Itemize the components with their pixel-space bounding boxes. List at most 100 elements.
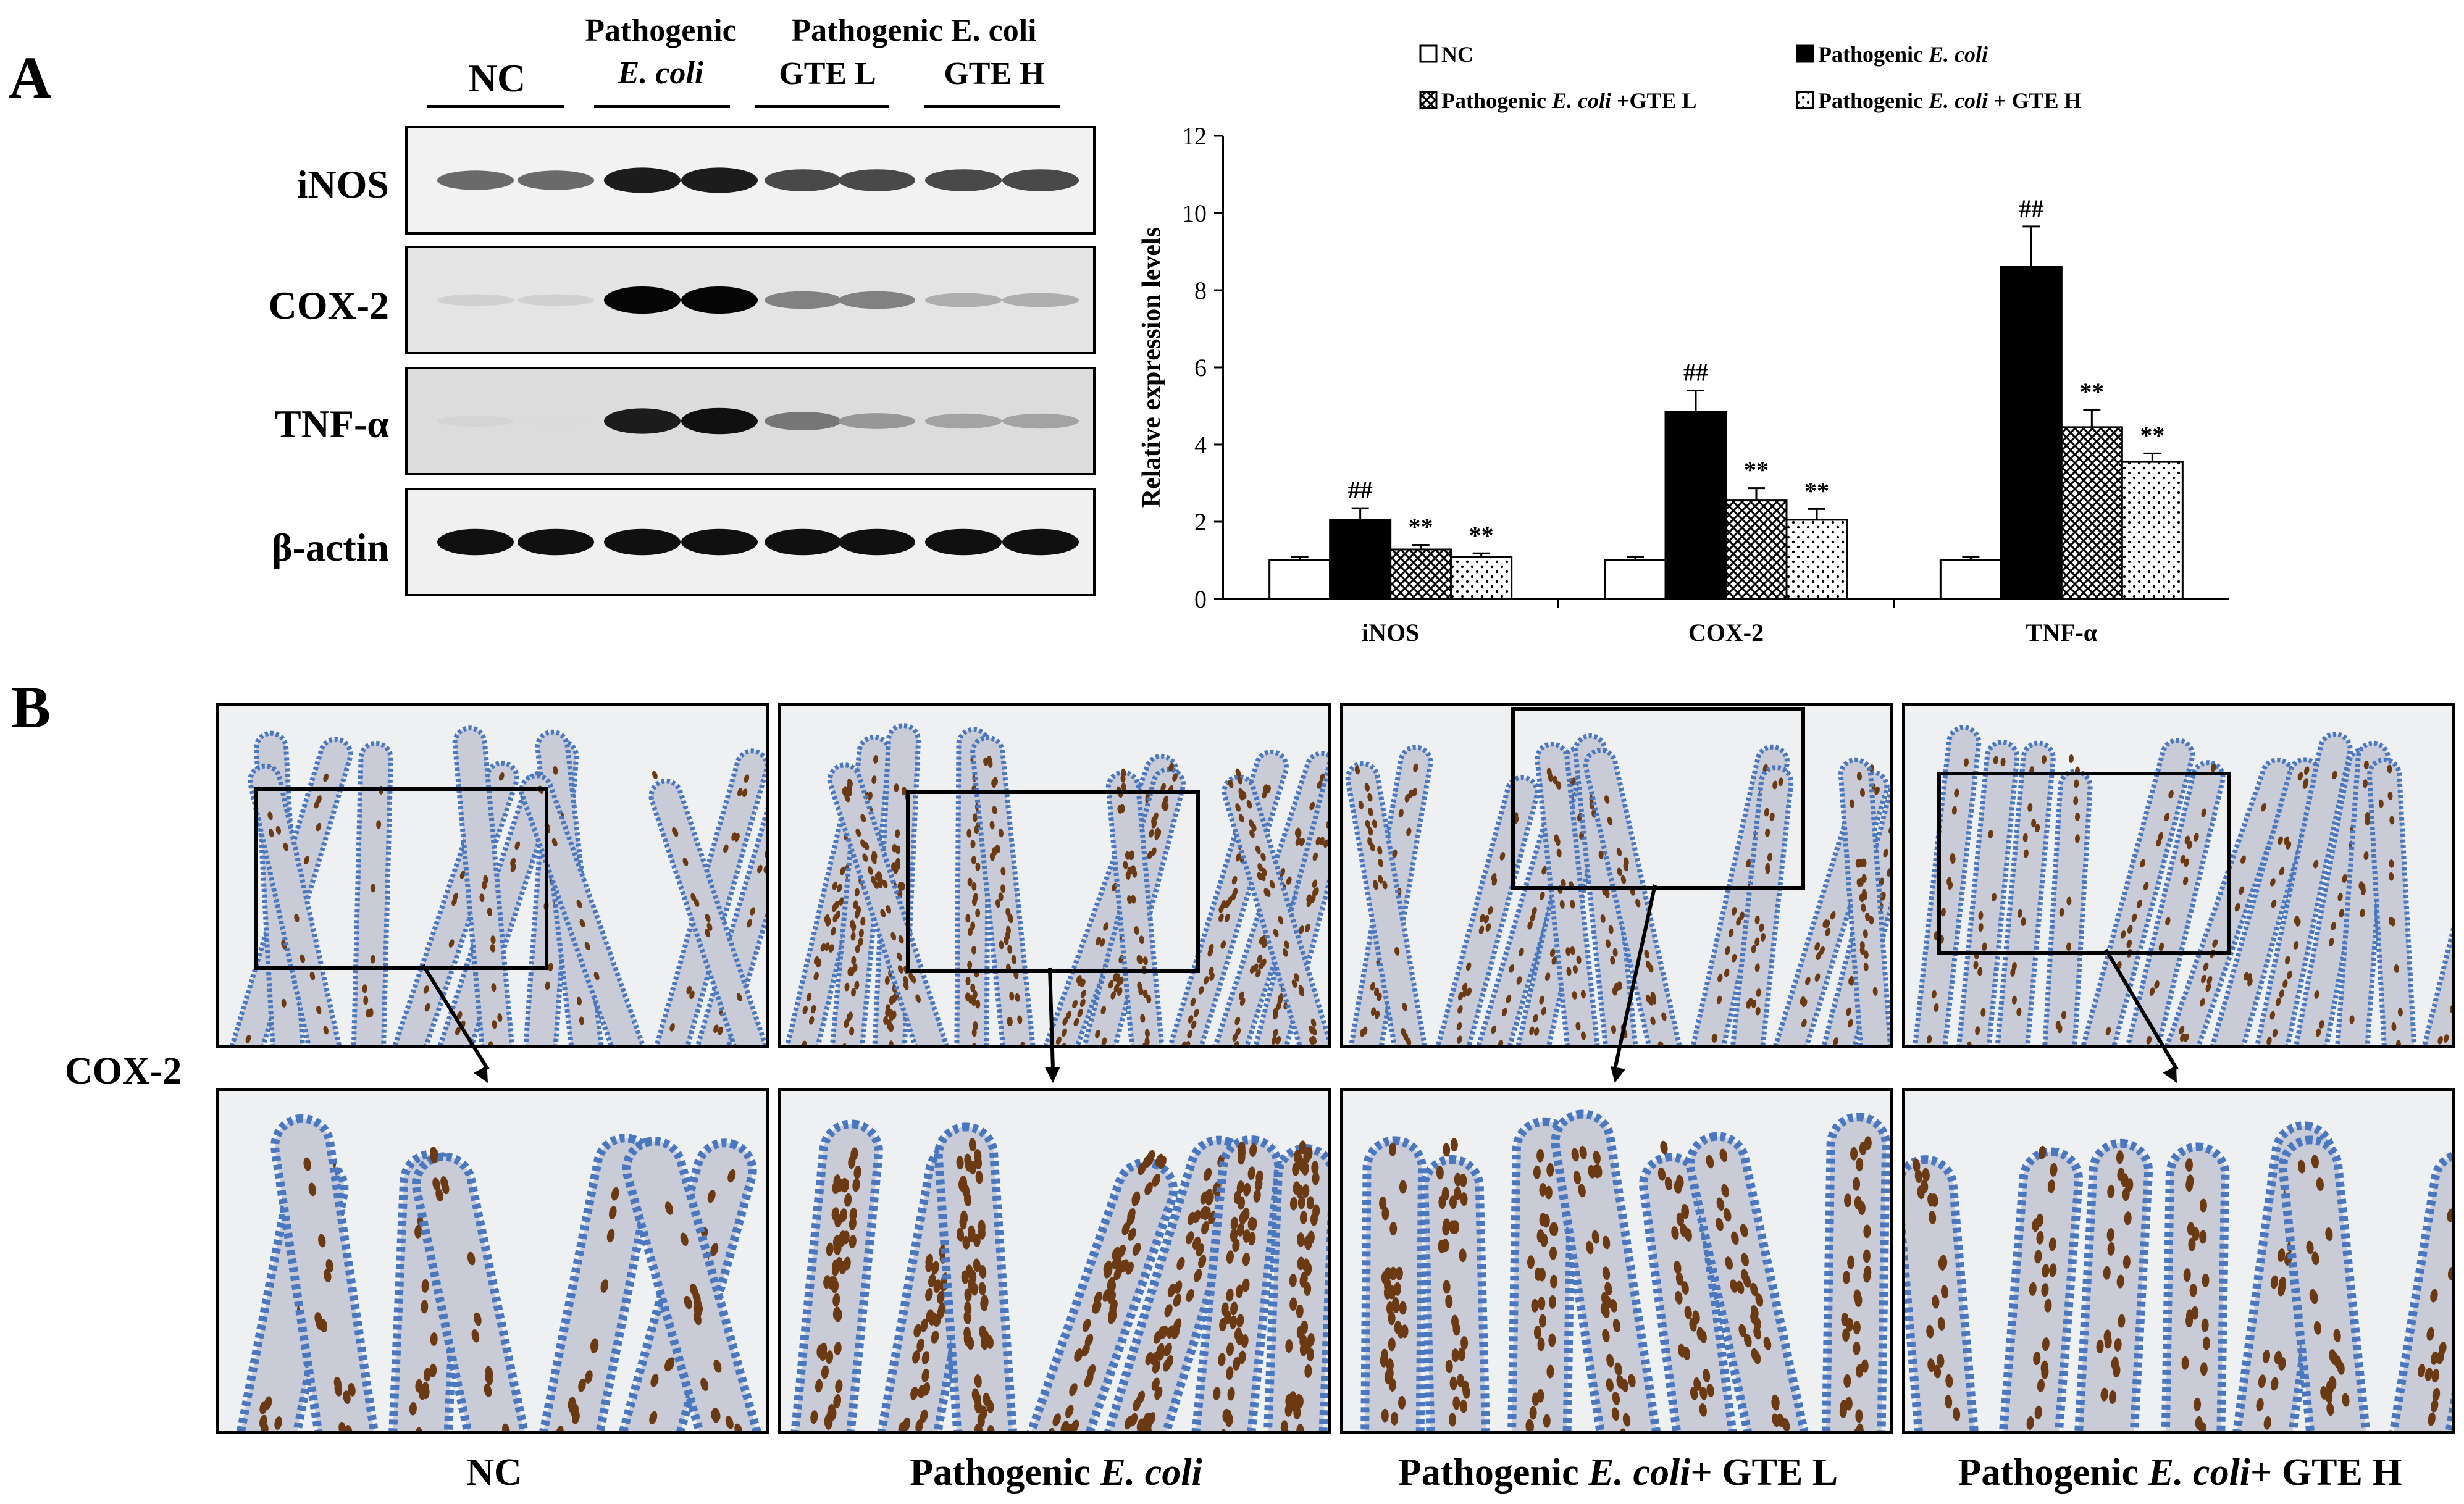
caption-gte-l-pre: Pathogenic bbox=[1398, 1452, 1589, 1494]
blot-tnfa-image bbox=[437, 407, 1079, 435]
blot-band-1-0 bbox=[437, 294, 514, 306]
significance-mark: ** bbox=[1469, 521, 1494, 549]
panel-a-letter: A bbox=[9, 44, 52, 111]
micrograph-overview-3 bbox=[1902, 703, 2455, 1048]
blot-band-2-6 bbox=[925, 413, 1002, 429]
zoom-box-0 bbox=[254, 787, 548, 970]
legend-label-3: Pathogenic E. coli + GTE H bbox=[1818, 88, 2082, 113]
panel-b-letter: B bbox=[11, 674, 51, 740]
caption-gte-l-italic: E. coli bbox=[1588, 1452, 1691, 1494]
blot-band-0-6 bbox=[925, 169, 1002, 191]
bar-TNF-α-0 bbox=[1939, 559, 2002, 600]
caption-ecoli: Pathogenic E. coli bbox=[778, 1451, 1334, 1495]
bar-COX-2-0 bbox=[1604, 559, 1667, 600]
bar-iNOS-1 bbox=[1329, 519, 1392, 600]
lane-header-gte-group-line1: Pathogenic E. coli bbox=[791, 13, 1037, 48]
lane-underline-ecoli bbox=[594, 105, 730, 108]
blot-band-0-5 bbox=[839, 169, 915, 191]
blot-band-3-5 bbox=[839, 528, 915, 556]
blot-band-0-3 bbox=[681, 167, 758, 193]
caption-gte-h-pre: Pathogenic bbox=[1958, 1452, 2148, 1494]
blot-inos bbox=[405, 126, 1096, 235]
bar-COX-2-2 bbox=[1725, 499, 1788, 600]
lane-header-gte-h: GTE H bbox=[944, 56, 1045, 91]
y-tick-label: 0 bbox=[1194, 585, 1207, 613]
lane-underline-nc bbox=[427, 105, 564, 108]
zoom-arrow-head-3 bbox=[2163, 1066, 2177, 1083]
blot-band-1-7 bbox=[1002, 293, 1079, 307]
bar-iNOS-0 bbox=[1268, 559, 1331, 600]
y-tick-label: 12 bbox=[1182, 122, 1207, 150]
caption-gte-h-post: + GTE H bbox=[2250, 1452, 2402, 1494]
legend-label-0: NC bbox=[1441, 42, 1473, 67]
blot-band-0-0 bbox=[437, 170, 514, 190]
micrograph-overview-1 bbox=[778, 703, 1331, 1048]
blot-band-3-2 bbox=[604, 528, 681, 556]
lane-header-gte-l: GTE L bbox=[779, 56, 876, 91]
blot-bactin bbox=[405, 488, 1096, 596]
zoom-box-3 bbox=[1937, 772, 2231, 955]
bar-TNF-α-3 bbox=[2121, 461, 2184, 600]
significance-mark: ** bbox=[1804, 477, 1829, 504]
blot-cox2-image bbox=[437, 286, 1079, 314]
zoom-arrow-head-2 bbox=[1611, 1066, 1625, 1083]
lane-header-nc: NC bbox=[426, 43, 568, 101]
blot-band-3-6 bbox=[925, 528, 1002, 556]
blot-band-0-2 bbox=[604, 167, 681, 193]
blot-band-3-0 bbox=[437, 528, 514, 556]
y-tick-label: 4 bbox=[1194, 431, 1207, 459]
significance-mark: ## bbox=[1683, 359, 1708, 386]
panel-b-row-label: COX-2 bbox=[65, 1050, 182, 1092]
legend-label-1: Pathogenic E. coli bbox=[1818, 42, 1988, 67]
lane-underline-gte-l bbox=[755, 105, 889, 108]
x-category-label: iNOS bbox=[1362, 619, 1419, 646]
legend-swatch-3 bbox=[1796, 91, 1814, 109]
blot-inos-image bbox=[437, 167, 1079, 193]
bar-iNOS-3 bbox=[1450, 556, 1513, 600]
bar-COX-2-1 bbox=[1664, 411, 1727, 600]
lane-header-gte-group: Pathogenic E. coli bbox=[760, 12, 1068, 49]
micrograph-overview-2 bbox=[1340, 703, 1893, 1048]
blot-band-2-4 bbox=[765, 412, 841, 430]
chart-legend: NC Pathogenic E. coli Pathogenic E. coli +… bbox=[1419, 42, 2082, 113]
lane-underline-gte-h bbox=[924, 105, 1060, 108]
blot-tnfa bbox=[405, 367, 1096, 475]
blot-label-cox2: COX-2 bbox=[268, 283, 389, 327]
blot-cox2 bbox=[405, 246, 1096, 354]
significance-mark: ## bbox=[1348, 476, 1373, 504]
blot-band-2-7 bbox=[1002, 413, 1079, 429]
blot-band-0-4 bbox=[765, 169, 841, 191]
caption-gte-h-italic: E. coli bbox=[2148, 1452, 2251, 1494]
blot-band-1-1 bbox=[518, 294, 594, 306]
caption-ecoli-pre: Pathogenic bbox=[910, 1452, 1100, 1494]
significance-mark: ** bbox=[1744, 456, 1769, 484]
expression-bar-chart: NC Pathogenic E. coli Pathogenic E. coli +… bbox=[1138, 42, 2229, 646]
bar-iNOS-2 bbox=[1389, 548, 1452, 600]
caption-gte-l-post: + GTE L bbox=[1690, 1452, 1838, 1494]
blot-band-3-1 bbox=[518, 528, 594, 556]
y-tick-label: 8 bbox=[1194, 277, 1207, 304]
blot-band-1-4 bbox=[765, 291, 841, 309]
significance-mark: ## bbox=[2019, 194, 2043, 222]
micrograph-zoom-2 bbox=[1340, 1088, 1893, 1434]
blot-band-1-2 bbox=[604, 286, 681, 314]
blot-band-0-7 bbox=[1002, 169, 1079, 191]
micrograph-zoom-1 bbox=[778, 1088, 1331, 1434]
y-tick-label: 2 bbox=[1194, 508, 1207, 536]
x-category-label: TNF-α bbox=[2026, 619, 2098, 646]
legend-swatch-0 bbox=[1419, 44, 1438, 63]
blot-band-3-3 bbox=[681, 528, 758, 556]
blot-label-tnfa: TNF-α bbox=[274, 402, 389, 446]
micrograph-overview-0 bbox=[216, 703, 769, 1048]
caption-nc-text: NC bbox=[466, 1452, 522, 1494]
y-axis-label: Relative expression levels bbox=[1138, 227, 1166, 508]
zoom-box-2 bbox=[1511, 707, 1805, 890]
zoom-arrow-head-1 bbox=[1045, 1067, 1060, 1083]
blot-band-2-0 bbox=[437, 415, 514, 427]
blot-band-1-5 bbox=[839, 291, 915, 309]
lane-header-ecoli-line1: Pathogenic bbox=[585, 13, 737, 48]
blot-band-1-3 bbox=[681, 286, 758, 314]
caption-gte-l: Pathogenic E. coli+ GTE L bbox=[1340, 1451, 1896, 1495]
legend-swatch-1 bbox=[1796, 44, 1814, 63]
blot-bactin-image bbox=[437, 528, 1079, 556]
